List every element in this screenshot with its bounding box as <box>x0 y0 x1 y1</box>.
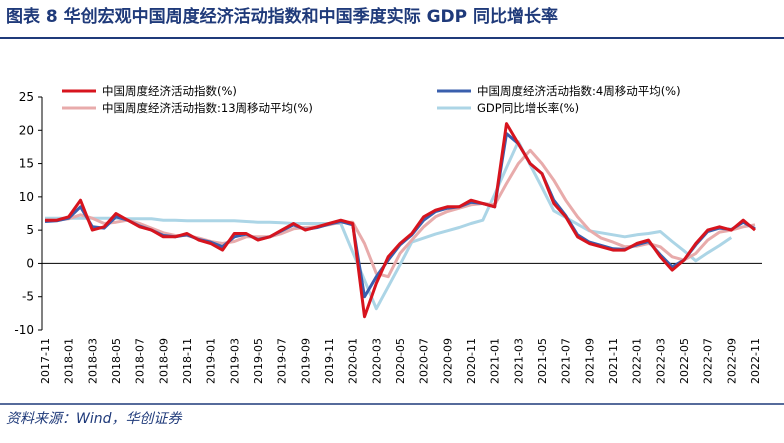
series-line <box>45 122 756 319</box>
series-line <box>45 148 756 279</box>
y-tick-label: -5 <box>22 290 34 304</box>
x-tick-label: 2022-03 <box>654 338 667 384</box>
x-tick-label: 2020-07 <box>418 338 431 384</box>
x-tick-label: 2020-01 <box>347 338 360 384</box>
y-tick-label: 20 <box>19 123 34 137</box>
y-tick-label: 5 <box>26 223 34 237</box>
x-tick-label: 2019-11 <box>323 338 336 384</box>
x-tick-label: 2020-09 <box>441 338 454 384</box>
x-tick-label: 2021-07 <box>560 338 573 384</box>
x-tick-label: 2020-11 <box>465 338 478 384</box>
x-tick-label: 2021-11 <box>607 338 620 384</box>
x-tick-label: 2022-09 <box>725 338 738 384</box>
chart-title: 图表 8 华创宏观中国周度经济活动指数和中国季度实际 GDP 同比增长率 <box>6 6 558 27</box>
x-tick-label: 2020-05 <box>394 338 407 384</box>
y-tick-label: 10 <box>19 190 34 204</box>
y-tick-label: 0 <box>26 256 34 270</box>
x-tick-label: 2021-01 <box>489 338 502 384</box>
source: 资料来源：Wind，华创证券 <box>6 411 182 427</box>
legend-label: 中国周度经济活动指数:13周移动平均(%) <box>102 101 313 115</box>
x-tick-label: 2018-11 <box>181 338 194 384</box>
x-tick-label: 2021-03 <box>512 338 525 384</box>
x-tick-label: 2022-01 <box>631 338 644 384</box>
x-tick-label: 2019-07 <box>276 338 289 384</box>
x-tick-label: 2021-05 <box>536 338 549 384</box>
x-tick-label: 2018-03 <box>86 338 99 384</box>
x-tick-label: 2019-05 <box>252 338 265 384</box>
x-tick-label: 2018-09 <box>157 338 170 384</box>
series-line <box>44 132 756 299</box>
legend-label: 中国周度经济活动指数(%) <box>102 84 237 98</box>
x-tick-label: 2021-09 <box>583 338 596 384</box>
x-tick-label: 2022-11 <box>749 338 762 384</box>
x-tick-label: 2018-07 <box>134 338 147 384</box>
x-tick-label: 2019-01 <box>205 338 218 384</box>
x-tick-label: 2018-05 <box>110 338 123 384</box>
x-tick-label: 2022-07 <box>702 338 715 384</box>
legend-label: GDP同比增长率(%) <box>477 101 579 115</box>
legend-label: 中国周度经济活动指数:4周移动平均(%) <box>477 84 681 98</box>
y-tick-label: 15 <box>19 157 34 171</box>
x-tick-label: 2020-03 <box>370 338 383 384</box>
series-line <box>45 140 733 311</box>
x-tick-label: 2019-03 <box>228 338 241 384</box>
x-tick-label: 2018-01 <box>63 338 76 384</box>
y-tick-label: 25 <box>19 90 34 104</box>
y-tick-label: -10 <box>14 323 34 337</box>
x-tick-label: 2019-09 <box>299 338 312 384</box>
x-tick-label: 2022-05 <box>678 338 691 384</box>
x-tick-label: 2017-11 <box>39 338 52 384</box>
